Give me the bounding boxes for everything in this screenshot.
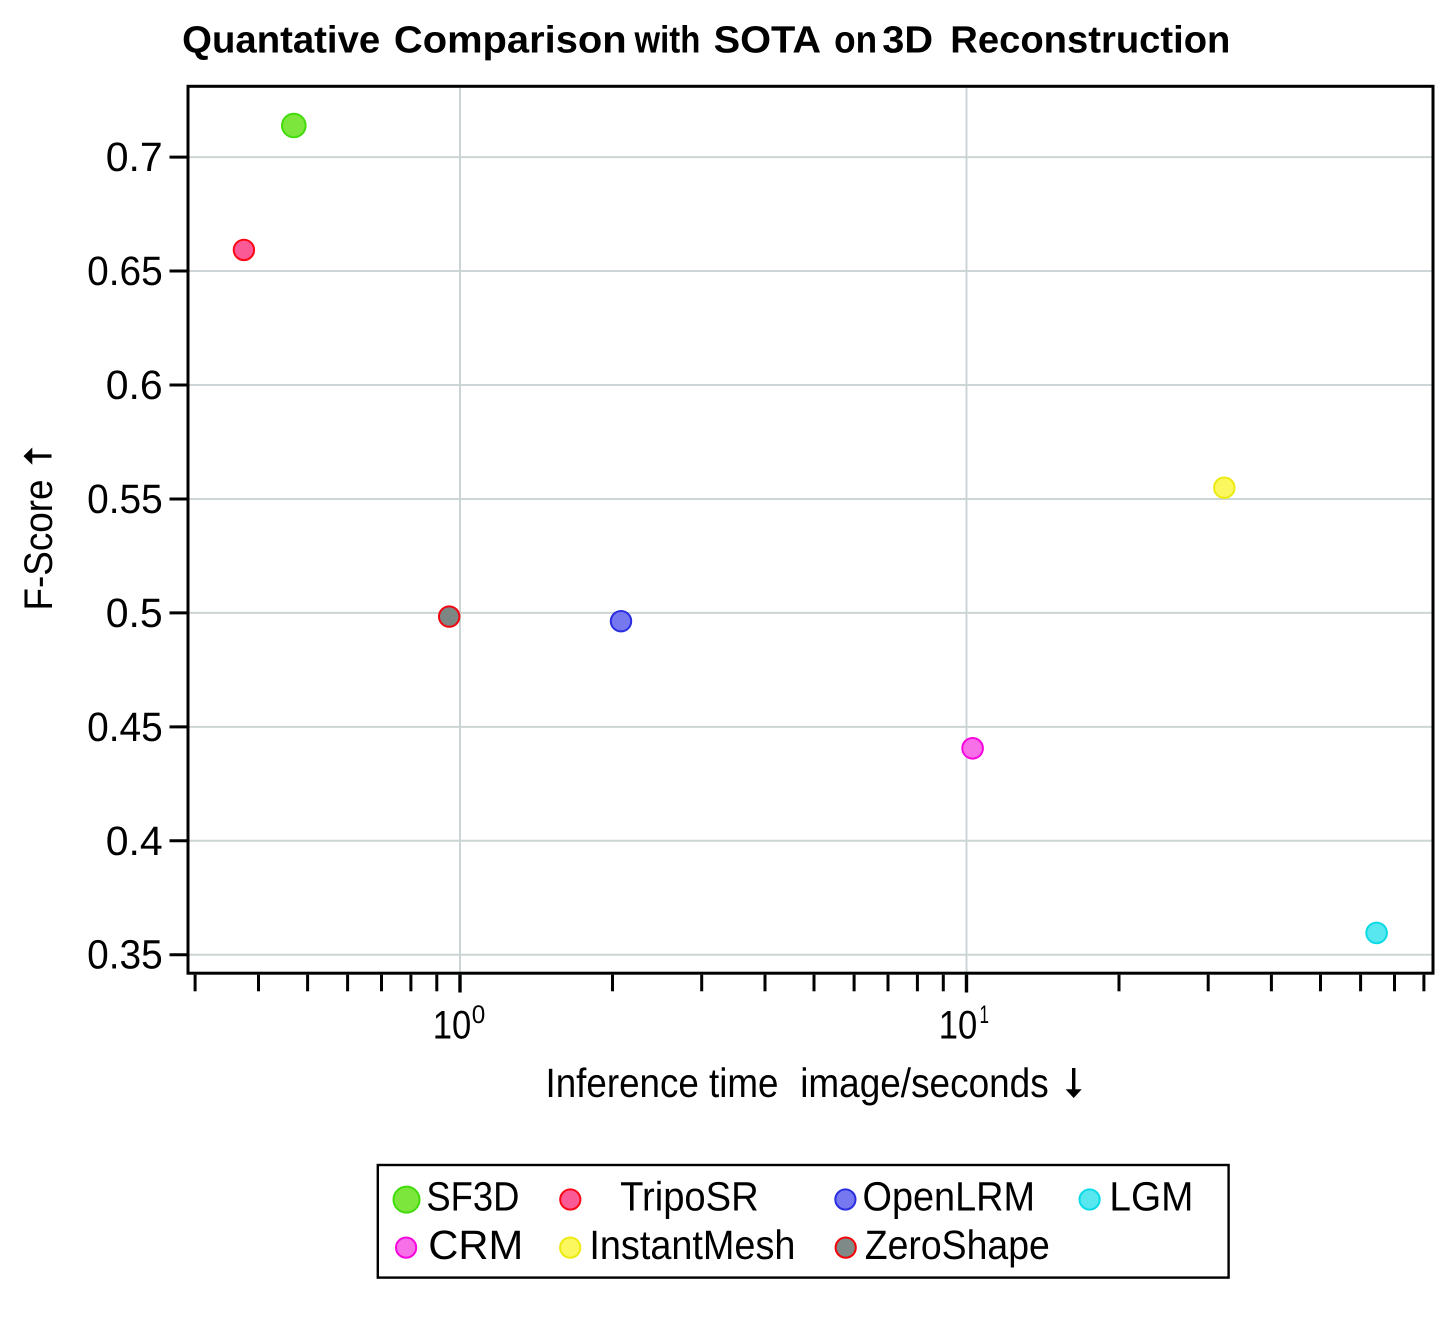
svg-text:0.4: 0.4	[106, 818, 163, 864]
svg-text:on: on	[834, 19, 877, 61]
svg-text:Inference time: Inference time	[546, 1060, 779, 1106]
svg-text:0.35: 0.35	[87, 932, 163, 978]
svg-text:SF3D: SF3D	[426, 1174, 519, 1220]
svg-text:SOTA: SOTA	[714, 19, 822, 61]
svg-text:0.5: 0.5	[106, 590, 163, 636]
svg-text:LGM: LGM	[1109, 1174, 1193, 1220]
svg-text:0.6: 0.6	[106, 362, 163, 408]
svg-text:10: 10	[939, 1004, 978, 1048]
svg-text:TripoSR: TripoSR	[620, 1174, 759, 1220]
svg-text:0.55: 0.55	[87, 476, 163, 522]
svg-text:F-Score: F-Score	[17, 480, 61, 611]
svg-text:ZeroShape: ZeroShape	[865, 1222, 1050, 1268]
svg-text:Quantative: Quantative	[182, 19, 380, 61]
svg-text:0.7: 0.7	[106, 134, 163, 180]
svg-text:0.45: 0.45	[87, 704, 163, 750]
svg-text:1: 1	[980, 1001, 990, 1029]
svg-text:0.65: 0.65	[87, 248, 163, 294]
svg-text:Reconstruction: Reconstruction	[950, 19, 1230, 61]
svg-text:image/seconds: image/seconds	[800, 1060, 1048, 1106]
svg-text:0: 0	[472, 1001, 486, 1029]
svg-text:CRM: CRM	[428, 1222, 523, 1268]
svg-text:3D: 3D	[882, 19, 933, 61]
svg-text:with: with	[634, 19, 701, 61]
svg-text:10: 10	[433, 1004, 472, 1048]
svg-text:InstantMesh: InstantMesh	[589, 1222, 795, 1268]
svg-text:OpenLRM: OpenLRM	[863, 1174, 1036, 1220]
svg-text:Comparison: Comparison	[394, 19, 627, 61]
